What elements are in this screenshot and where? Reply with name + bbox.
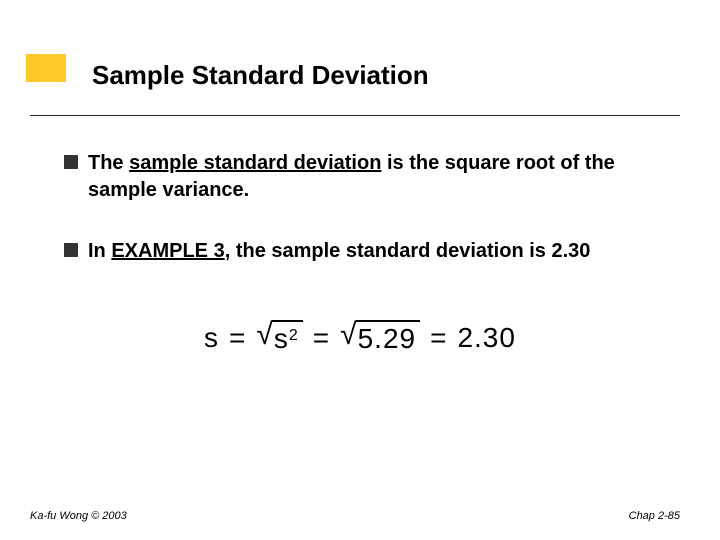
equals-icon: = bbox=[229, 322, 246, 354]
bullet-pre: The bbox=[88, 152, 129, 174]
bullet-square-icon bbox=[64, 243, 78, 257]
sqrt-term-2: √ 5.29 bbox=[340, 320, 420, 356]
formula: s = √ s2 = √ 5.29 = 2.30 bbox=[0, 320, 720, 356]
bullet-underlined: EXAMPLE 3 bbox=[111, 240, 224, 262]
slide: Sample Standard Deviation The sample sta… bbox=[0, 0, 720, 540]
sqrt-term-1: √ s2 bbox=[256, 320, 302, 356]
equals-icon: = bbox=[313, 322, 330, 354]
bullet-post: , the sample standard deviation is 2.30 bbox=[225, 240, 591, 262]
bullet-square-icon bbox=[64, 155, 78, 169]
footer-left: Ka-fu Wong © 2003 bbox=[30, 510, 127, 522]
equals-icon: = bbox=[430, 322, 447, 354]
formula-rhs: 2.30 bbox=[457, 322, 516, 354]
bullet-text: In EXAMPLE 3, the sample standard deviat… bbox=[88, 238, 590, 265]
bullet-text: The sample standard deviation is the squ… bbox=[88, 150, 670, 204]
slide-title: Sample Standard Deviation bbox=[30, 60, 680, 113]
radicand: 5.29 bbox=[356, 320, 421, 356]
formula-lhs: s bbox=[204, 322, 219, 354]
bullet-item: In EXAMPLE 3, the sample standard deviat… bbox=[64, 238, 670, 265]
bullet-underlined: sample standard deviation bbox=[129, 152, 381, 174]
title-underline bbox=[30, 115, 680, 116]
footer-right: Chap 2-85 bbox=[629, 510, 680, 522]
radicand-base: s bbox=[274, 323, 289, 354]
content-area: The sample standard deviation is the squ… bbox=[64, 150, 670, 299]
bullet-item: The sample standard deviation is the squ… bbox=[64, 150, 670, 204]
bullet-pre: In bbox=[88, 240, 111, 262]
title-area: Sample Standard Deviation bbox=[30, 60, 680, 116]
radicand-sup: 2 bbox=[289, 327, 299, 344]
radicand: s2 bbox=[272, 320, 303, 356]
